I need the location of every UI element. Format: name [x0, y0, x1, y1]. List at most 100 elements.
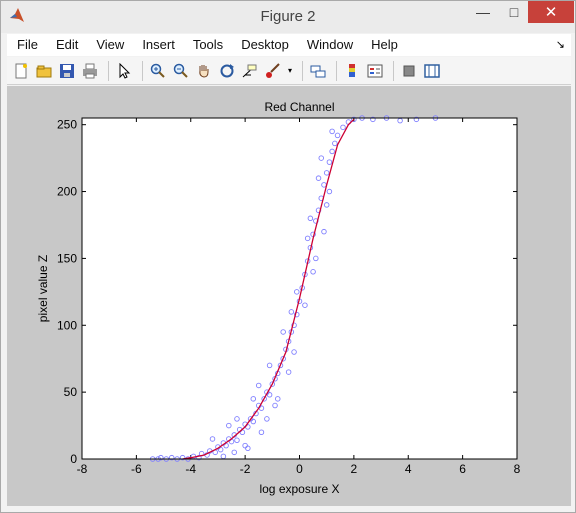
x-tick-label: 2: [351, 462, 358, 476]
y-tick-label: 150: [57, 251, 77, 265]
data-point: [285, 369, 292, 375]
x-tick-label: 0: [296, 462, 303, 476]
new-figure-icon[interactable]: [11, 61, 31, 81]
data-cursor-icon[interactable]: [240, 61, 260, 81]
data-point: [277, 362, 284, 369]
x-tick-label: -8: [77, 462, 88, 476]
menu-file[interactable]: File: [17, 37, 38, 52]
y-axis-label: pixel value Z: [36, 255, 50, 322]
x-tick-label: -4: [185, 462, 196, 476]
chart: -8 -6 -4 -2 0 2 4 6 8 0 50 100 150 200 250 Red Channel l…: [36, 100, 521, 496]
window-title: Figure 2: [260, 8, 316, 25]
data-point: [280, 355, 286, 362]
data-point: [321, 228, 327, 235]
data-point: [323, 170, 330, 176]
zoom-out-icon[interactable]: [171, 61, 191, 81]
open-file-icon[interactable]: [34, 61, 54, 81]
x-tick-label: 4: [405, 462, 412, 476]
data-point: [261, 396, 267, 402]
y-tick-label: 50: [64, 385, 78, 399]
data-point: [329, 148, 335, 155]
data-point: [234, 416, 240, 422]
data-point: [258, 429, 265, 436]
data-point: [272, 402, 278, 409]
data-point: [226, 422, 232, 429]
menu-window[interactable]: Window: [306, 37, 354, 52]
toolbar-separator: [336, 60, 337, 81]
data-point: [291, 349, 297, 355]
toolbar-separator: [108, 60, 109, 81]
figure-canvas: -8 -6 -4 -2 0 2 4 6 8 0 50 100 150 200 250 Red Channel l…: [7, 86, 571, 506]
dock-arrow-icon[interactable]: ↘: [555, 39, 565, 51]
title-bar[interactable]: Figure 2 — □ ✕: [1, 1, 575, 33]
zoom-in-icon[interactable]: [148, 61, 168, 81]
data-point: [370, 116, 376, 123]
brush-icon[interactable]: [263, 61, 283, 81]
data-point: [269, 381, 276, 387]
data-point: [264, 416, 270, 422]
data-point: [255, 382, 262, 389]
y-tick-label: 100: [57, 318, 77, 332]
data-point: [307, 215, 314, 222]
plot-area: [82, 118, 517, 459]
data-point: [168, 454, 175, 461]
x-axis-label: log exposure X: [259, 482, 339, 496]
data-point: [209, 436, 216, 442]
y-tick-label: 200: [57, 185, 77, 199]
menu-tools[interactable]: Tools: [192, 37, 224, 52]
data-point: [351, 116, 357, 123]
axes-frame: [81, 117, 518, 460]
data-point: [313, 255, 319, 262]
y-tick-label: 0: [70, 452, 77, 466]
hide-plot-tools-icon[interactable]: [399, 61, 419, 81]
data-point: [315, 175, 322, 181]
save-icon[interactable]: [57, 61, 77, 81]
close-button[interactable]: ✕: [528, 1, 574, 23]
toolbar-separator: [142, 60, 143, 81]
toolbar-separator: [302, 60, 303, 81]
print-icon[interactable]: [80, 61, 100, 81]
menu-help[interactable]: Help: [371, 37, 398, 52]
toolbar-separator: [393, 60, 394, 81]
menu-view[interactable]: View: [96, 37, 125, 52]
data-point: [158, 454, 164, 461]
menu-insert[interactable]: Insert: [142, 37, 175, 52]
link-plot-icon[interactable]: [308, 61, 328, 81]
data-point: [294, 289, 300, 295]
data-point: [334, 132, 341, 139]
data-point: [266, 392, 273, 398]
data-point: [326, 188, 333, 195]
show-plot-tools-icon[interactable]: [422, 61, 442, 81]
x-tick-label: 6: [459, 462, 466, 476]
chart-title: Red Channel: [264, 100, 334, 114]
y-tick-label: 250: [57, 118, 77, 132]
data-point: [280, 329, 286, 335]
rotate-3d-icon[interactable]: [217, 61, 237, 81]
fit-curve: [182, 118, 355, 460]
data-point: [323, 202, 330, 208]
pointer-icon[interactable]: [114, 61, 134, 81]
brush-dropdown-icon[interactable]: ▾: [287, 66, 292, 75]
data-point: [310, 269, 316, 275]
data-point: [250, 396, 257, 402]
data-point: [326, 159, 333, 165]
x-tick-label: -6: [131, 462, 142, 476]
data-point: [266, 362, 273, 369]
data-point: [231, 449, 237, 456]
pan-icon[interactable]: [194, 61, 214, 81]
data-point: [332, 140, 338, 147]
colorbar-icon[interactable]: [342, 61, 362, 81]
menu-edit[interactable]: Edit: [55, 37, 79, 52]
data-point: [413, 116, 420, 123]
data-point: [302, 302, 308, 308]
data-point: [340, 124, 346, 131]
legend-icon[interactable]: [365, 61, 385, 81]
minimize-button[interactable]: —: [476, 4, 490, 20]
maximize-button[interactable]: □: [509, 4, 519, 20]
x-tick-label: -2: [240, 462, 251, 476]
x-tick-label: 8: [514, 462, 521, 476]
data-point: [275, 396, 281, 402]
menu-desktop[interactable]: Desktop: [241, 37, 289, 52]
matlab-icon: [9, 7, 25, 23]
